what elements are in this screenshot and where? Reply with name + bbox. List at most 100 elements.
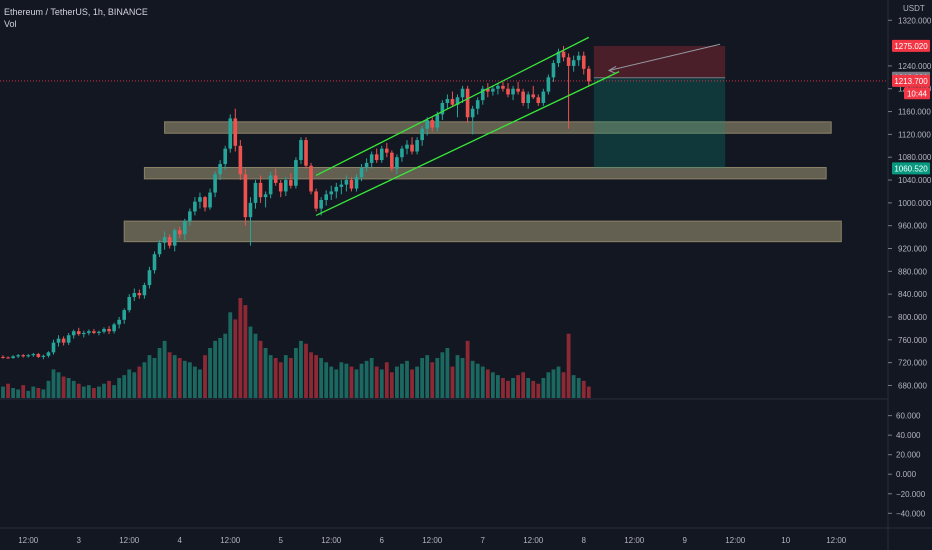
candle-body bbox=[349, 180, 354, 189]
candle-body bbox=[410, 144, 414, 152]
candle-body bbox=[273, 175, 278, 183]
channel-lower-line bbox=[315, 71, 620, 216]
volume-bar bbox=[112, 385, 116, 398]
volume-bar bbox=[379, 369, 384, 398]
chart-legend: Ethereum / TetherUS, 1h, BINANCE Vol bbox=[4, 6, 148, 30]
volume-bar bbox=[71, 380, 76, 398]
volume-bar bbox=[470, 360, 475, 398]
candle-body bbox=[440, 103, 445, 115]
symbol-title[interactable]: Ethereum / TetherUS, 1h, BINANCE bbox=[4, 7, 148, 17]
candle-body bbox=[76, 331, 81, 335]
candle-body bbox=[31, 354, 36, 356]
candle-body bbox=[177, 230, 182, 235]
time-tick-label: 5 bbox=[279, 536, 284, 545]
stop-zone bbox=[593, 45, 726, 78]
volume-bar bbox=[228, 312, 233, 398]
volume-bar bbox=[198, 369, 202, 398]
candle-body bbox=[385, 148, 389, 153]
time-tick-label: 12:00 bbox=[826, 536, 847, 545]
candle-body bbox=[26, 355, 31, 357]
volume-bar bbox=[314, 355, 318, 398]
volume-bar bbox=[258, 340, 263, 398]
candle-body bbox=[521, 91, 525, 104]
candle-body bbox=[278, 182, 283, 192]
candle-body bbox=[445, 99, 450, 104]
candle-body bbox=[400, 148, 404, 158]
candle-body bbox=[501, 85, 505, 89]
candle-body bbox=[193, 201, 197, 212]
candle-body bbox=[561, 51, 566, 58]
volume-bar bbox=[465, 340, 470, 398]
trend-channel[interactable] bbox=[315, 36, 620, 216]
volume-bar bbox=[430, 362, 435, 398]
candle-body bbox=[364, 162, 369, 168]
candle-body bbox=[566, 57, 571, 66]
volume-bar bbox=[526, 378, 531, 398]
candle-body bbox=[536, 97, 541, 104]
candle-body bbox=[208, 192, 212, 208]
volume-bar bbox=[283, 355, 288, 398]
candle-body bbox=[51, 342, 56, 353]
time-axis[interactable]: 12:00 3 12:00 4 12:00 5 12:00 6 12:00 7 12:00 8 12:0… bbox=[18, 536, 847, 545]
volume-bar bbox=[405, 360, 409, 398]
candle-body bbox=[142, 285, 147, 296]
candle-body bbox=[167, 237, 172, 246]
volume-bar bbox=[107, 380, 111, 398]
volume-bar bbox=[167, 352, 172, 398]
volume-bar bbox=[193, 366, 197, 398]
volume-bar bbox=[556, 366, 561, 398]
short-position-tool[interactable] bbox=[0, 43, 888, 169]
volume-bar bbox=[102, 383, 106, 398]
volume-bar bbox=[132, 372, 137, 398]
candle-body bbox=[16, 355, 20, 357]
volume-bar bbox=[334, 369, 339, 398]
candle-body bbox=[253, 182, 258, 203]
price-tick-label: 880.000 bbox=[898, 267, 927, 276]
volume-bar bbox=[238, 298, 243, 398]
price-tag-label: 10:44 bbox=[907, 89, 928, 98]
volume-bar bbox=[61, 376, 66, 398]
volume-bar bbox=[6, 383, 10, 398]
candle-body bbox=[339, 184, 344, 187]
time-tick-label: 12:00 bbox=[321, 536, 342, 545]
time-tick-label: 9 bbox=[683, 536, 688, 545]
candle-body bbox=[147, 270, 152, 286]
volume-bar bbox=[21, 385, 26, 398]
volume-bar bbox=[81, 386, 86, 398]
candle-body bbox=[248, 202, 253, 218]
osc-tick-label: 60.000 bbox=[896, 412, 921, 421]
osc-tick-label: 20.000 bbox=[896, 451, 921, 460]
candle-body bbox=[122, 310, 126, 320]
volume-bars bbox=[1, 298, 591, 398]
candle-body bbox=[531, 94, 536, 98]
candle-body bbox=[475, 100, 480, 109]
time-tick-label: 10 bbox=[781, 536, 790, 545]
price-tag-bg bbox=[892, 39, 930, 52]
candle-body bbox=[284, 180, 288, 192]
candle-body bbox=[455, 97, 460, 105]
volume-bar bbox=[177, 358, 182, 398]
volume-bar bbox=[203, 355, 207, 398]
candle-body bbox=[289, 180, 293, 186]
volume-bar bbox=[172, 355, 177, 398]
candle-body bbox=[162, 237, 167, 243]
time-tick-label: 12:00 bbox=[523, 536, 544, 545]
candle-body bbox=[526, 94, 530, 104]
candle-body bbox=[92, 331, 96, 333]
candle-body bbox=[268, 175, 273, 195]
volume-bar bbox=[440, 352, 445, 398]
candle-body bbox=[480, 88, 485, 101]
candle-body bbox=[233, 118, 238, 146]
arrow-head bbox=[607, 66, 617, 74]
volume-bar bbox=[46, 380, 51, 398]
price-tick-label: 1040.000 bbox=[898, 176, 932, 185]
candle-body bbox=[496, 85, 500, 89]
volume-bar bbox=[243, 305, 248, 398]
volume-bar bbox=[511, 378, 515, 398]
candle-body bbox=[470, 108, 475, 118]
volume-label[interactable]: Vol bbox=[4, 19, 17, 29]
candle-body bbox=[516, 88, 520, 92]
volume-bar bbox=[395, 366, 399, 398]
support-resistance-zones[interactable] bbox=[123, 121, 842, 243]
